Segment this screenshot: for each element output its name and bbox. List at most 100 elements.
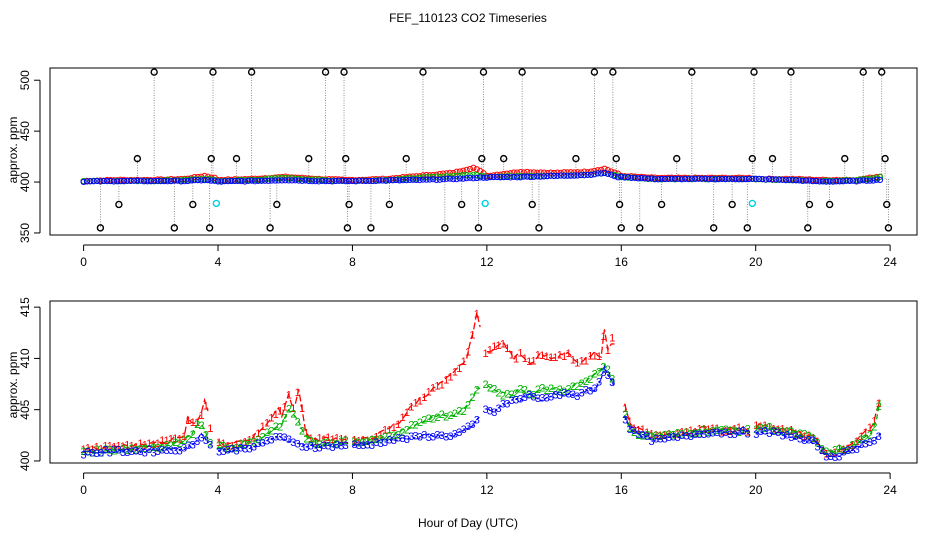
bottom-series-1-marker: 1 — [504, 343, 510, 355]
bottom-series-1-marker: 1 — [867, 422, 873, 434]
bottom-series-1-marker: 1 — [456, 363, 462, 375]
top-series_3-point — [261, 177, 269, 184]
top-series_3-point — [339, 177, 346, 184]
top-series_3-point — [235, 177, 242, 185]
top-series_3-point — [184, 177, 191, 185]
bottom-y-tick-label: 410 — [18, 348, 32, 368]
top-series_3-point — [426, 176, 433, 183]
top-series_2-point — [403, 175, 410, 182]
bottom-series-3-marker: 3 — [858, 439, 864, 451]
bottom-series-2-marker: 2 — [727, 425, 733, 437]
bottom-series-2-marker: 2 — [793, 429, 799, 441]
top-series_2-point — [285, 175, 292, 182]
bottom-series-1-marker: 1 — [727, 426, 733, 438]
bottom-series-1-marker: 1 — [443, 374, 449, 386]
bottom-series-1-marker: 1 — [662, 430, 668, 442]
bottom-series-1-marker: 1 — [277, 406, 283, 418]
bottom-series-1-marker: 1 — [85, 442, 91, 454]
top-series_3-point — [561, 172, 568, 179]
bottom-series-3-marker: 3 — [670, 431, 676, 443]
top-series_3-point — [564, 172, 571, 179]
bottom-series-2-marker: 2 — [487, 382, 493, 394]
top-series_3-point — [782, 177, 790, 184]
bottom-series-3-marker: 3 — [561, 388, 567, 400]
top-series_1-point — [601, 165, 608, 172]
bottom-series-2-marker: 2 — [579, 378, 585, 390]
bottom-series-3-marker: 3 — [517, 393, 523, 405]
top-spike-point — [367, 224, 375, 232]
top-series_3-point — [218, 178, 225, 185]
bottom-series-3-marker: 3 — [421, 430, 427, 442]
bottom-series-2-marker: 2 — [413, 419, 419, 431]
bottom-series-3-marker: 3 — [198, 432, 204, 444]
top-spike-point — [728, 200, 736, 209]
top-series_1-point — [524, 168, 531, 176]
bottom-series-3-marker: 3 — [360, 440, 366, 452]
bottom-plot-frame — [49, 300, 918, 464]
top-series_3-point — [537, 173, 544, 180]
bottom-series-1-marker: 1 — [185, 415, 191, 427]
top-series_3-point — [466, 174, 474, 181]
bottom-series-2-marker: 2 — [500, 390, 506, 402]
bottom-series-1-marker: 1 — [496, 340, 502, 352]
top-series_1-point — [537, 169, 544, 176]
bottom-series-1-marker: 1 — [705, 424, 711, 436]
top-series_3-point — [534, 173, 541, 180]
bottom-series-2-marker: 2 — [600, 362, 606, 374]
bottom-series-2-marker: 2 — [653, 430, 659, 442]
top-series_3-point — [836, 178, 843, 185]
top-series_3-point — [285, 177, 292, 184]
bottom-series-1-marker: 1 — [172, 433, 178, 445]
bottom-series-2-marker: 2 — [295, 416, 301, 428]
bottom-series-3-marker: 3 — [793, 431, 799, 443]
bottom-series-1-marker: 1 — [316, 433, 322, 445]
top-series_3-point — [829, 178, 837, 185]
bottom-series-3-marker: 3 — [806, 434, 812, 446]
top-series_3-point — [359, 177, 366, 184]
top-series_1-point — [453, 168, 460, 175]
top-series_3-point — [749, 175, 756, 182]
top-spike-point — [247, 68, 256, 76]
bottom-series-3-marker: 3 — [557, 390, 563, 402]
bottom-series-1-marker: 1 — [644, 427, 650, 439]
bottom-series-2-marker: 2 — [360, 437, 366, 449]
bottom-series-3-marker: 3 — [727, 429, 733, 441]
bottom-y-tick-label: 415 — [18, 297, 32, 317]
bottom-series-2-marker: 2 — [207, 438, 213, 450]
top-series_3-point — [732, 176, 739, 183]
top-series_3-point — [487, 174, 494, 181]
bottom-series-1-marker: 1 — [657, 430, 663, 442]
top-series_3-point — [248, 177, 255, 184]
bottom-series-1-marker: 1 — [150, 439, 156, 451]
bottom-series-1-marker: 1 — [697, 423, 703, 435]
bottom-series-3-marker: 3 — [605, 370, 611, 382]
top-y-axis-label: approx. ppm — [6, 117, 20, 184]
top-spike-point — [572, 154, 580, 163]
top-series_3-point — [870, 177, 877, 184]
bottom-series-3-marker: 3 — [692, 429, 698, 441]
top-series_3-point — [453, 176, 460, 183]
top-series_3-point — [356, 177, 363, 184]
top-series_3-point — [342, 178, 349, 185]
top-series_3-point — [423, 176, 430, 183]
top-series_3-point — [873, 176, 880, 183]
bottom-series-3-marker: 3 — [828, 451, 834, 463]
bottom-series-2-marker: 2 — [858, 434, 864, 446]
bottom-series-2-marker: 2 — [439, 409, 445, 421]
bottom-series-3-line — [486, 365, 616, 414]
bottom-series-3-marker: 3 — [386, 434, 392, 446]
bottom-series-1-marker: 1 — [648, 429, 654, 441]
bottom-series-3-marker: 3 — [548, 391, 554, 403]
bottom-series-3-marker: 3 — [85, 447, 91, 459]
top-series_3-point — [510, 173, 517, 180]
bottom-series-2-marker: 2 — [111, 445, 117, 457]
bottom-series-2-marker: 2 — [321, 437, 327, 449]
bottom-series-2-marker: 2 — [325, 437, 331, 449]
bottom-series-3-marker: 3 — [522, 392, 528, 404]
bottom-series-1-marker: 1 — [858, 431, 864, 443]
top-series_3-point — [194, 177, 201, 184]
top-series_3-point — [201, 177, 208, 184]
bottom-series-2-marker: 2 — [509, 389, 515, 401]
top-series_3-point — [803, 177, 810, 184]
bottom-series-2-marker: 2 — [740, 426, 746, 438]
